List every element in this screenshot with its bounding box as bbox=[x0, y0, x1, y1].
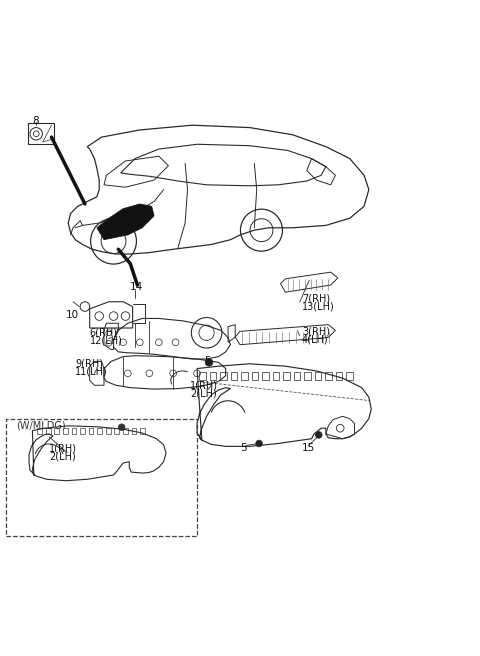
Bar bbox=[89, 428, 94, 434]
Bar bbox=[140, 428, 145, 434]
Bar bbox=[63, 428, 68, 434]
Bar bbox=[315, 372, 321, 380]
Bar bbox=[336, 372, 342, 380]
Text: 2(LH): 2(LH) bbox=[49, 451, 76, 461]
Text: 9(RH): 9(RH) bbox=[75, 359, 103, 369]
Text: 4(LH): 4(LH) bbox=[302, 335, 329, 344]
Bar bbox=[115, 428, 119, 434]
Bar bbox=[273, 372, 279, 380]
Bar bbox=[72, 428, 76, 434]
Circle shape bbox=[205, 359, 213, 366]
Text: 1(RH): 1(RH) bbox=[49, 443, 77, 453]
Circle shape bbox=[118, 424, 125, 430]
Text: 11(LH): 11(LH) bbox=[75, 367, 108, 377]
Bar bbox=[132, 428, 136, 434]
Text: 13(LH): 13(LH) bbox=[302, 301, 335, 311]
Bar bbox=[80, 428, 85, 434]
Bar bbox=[220, 372, 227, 380]
Bar bbox=[97, 428, 102, 434]
Text: 5: 5 bbox=[204, 356, 211, 367]
Bar bbox=[325, 372, 332, 380]
Text: 5: 5 bbox=[240, 443, 247, 453]
Circle shape bbox=[256, 440, 263, 447]
Text: 15: 15 bbox=[302, 443, 315, 453]
Bar bbox=[252, 372, 258, 380]
Bar bbox=[210, 372, 216, 380]
Text: 2(LH): 2(LH) bbox=[190, 388, 216, 398]
Text: 6(RH): 6(RH) bbox=[90, 328, 118, 338]
Bar bbox=[199, 372, 205, 380]
Bar bbox=[46, 428, 50, 434]
Bar bbox=[241, 372, 248, 380]
Text: 7(RH): 7(RH) bbox=[302, 293, 330, 304]
Text: 14: 14 bbox=[130, 283, 144, 293]
Bar bbox=[54, 428, 59, 434]
Polygon shape bbox=[97, 204, 154, 239]
Bar bbox=[231, 372, 237, 380]
Text: 1(RH): 1(RH) bbox=[190, 380, 218, 390]
Text: 8: 8 bbox=[33, 116, 39, 126]
Bar bbox=[283, 372, 289, 380]
Circle shape bbox=[315, 432, 322, 438]
Text: (W/MLDG): (W/MLDG) bbox=[16, 421, 65, 431]
Bar bbox=[263, 372, 269, 380]
Bar bbox=[304, 372, 311, 380]
Text: 12(LH): 12(LH) bbox=[90, 336, 122, 346]
Bar bbox=[294, 372, 300, 380]
Text: 3(RH): 3(RH) bbox=[302, 327, 330, 337]
Bar bbox=[37, 428, 42, 434]
Bar bbox=[123, 428, 128, 434]
Bar bbox=[106, 428, 111, 434]
Bar bbox=[347, 372, 353, 380]
Text: 10: 10 bbox=[66, 310, 79, 320]
